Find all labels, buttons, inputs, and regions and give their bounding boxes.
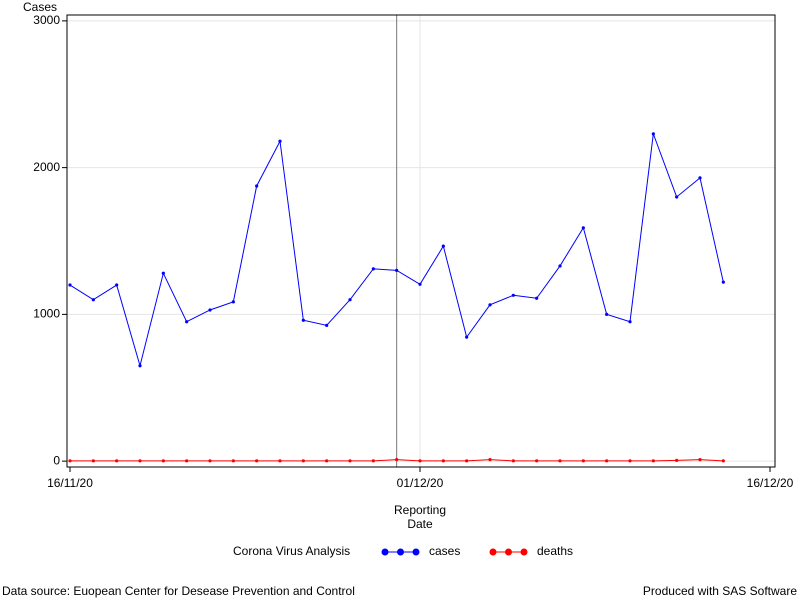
data-point: [605, 459, 609, 463]
data-point: [138, 459, 142, 463]
data-point: [721, 459, 725, 463]
x-tick-label: 16/11/20: [47, 476, 93, 490]
data-point: [395, 458, 399, 462]
y-tick-label: 0: [53, 453, 60, 467]
data-point: [581, 459, 585, 463]
data-point: [535, 296, 539, 300]
x-axis-label: Reporting: [394, 503, 446, 517]
data-point: [628, 459, 632, 463]
data-point: [68, 283, 72, 287]
data-point: [465, 335, 469, 339]
data-point: [325, 323, 329, 327]
data-point: [441, 459, 445, 463]
data-point: [255, 459, 259, 463]
data-point: [348, 298, 352, 302]
y-tick-label: 3000: [33, 13, 60, 27]
data-point: [68, 459, 72, 463]
data-point: [208, 308, 212, 312]
data-point: [605, 312, 609, 316]
data-point: [255, 184, 259, 188]
data-point: [511, 459, 515, 463]
data-point: [185, 459, 189, 463]
data-point: [161, 271, 165, 275]
legend-marker: [397, 548, 404, 556]
data-point: [161, 459, 165, 463]
legend-marker: [381, 548, 389, 556]
legend-marker: [505, 548, 512, 556]
data-point: [465, 459, 469, 463]
footnote: Produced with SAS Software: [643, 584, 797, 598]
legend-title: Corona Virus Analysis: [233, 544, 350, 558]
plot-frame: [66, 14, 776, 468]
x-tick-label: 16/12/20: [747, 476, 794, 490]
data-point: [371, 459, 375, 463]
data-point: [675, 458, 679, 462]
data-point: [441, 244, 445, 248]
data-point: [418, 459, 422, 463]
data-point: [418, 282, 422, 286]
data-point: [651, 132, 655, 136]
data-point: [278, 139, 282, 143]
data-point: [395, 268, 399, 272]
y-axis-label: Cases: [23, 0, 57, 14]
y-tick-label: 1000: [33, 307, 60, 321]
data-point: [115, 283, 119, 287]
data-point: [581, 226, 585, 230]
data-point: [698, 176, 702, 180]
data-point: [628, 320, 632, 324]
data-point: [651, 459, 655, 463]
data-point: [535, 459, 539, 463]
data-point: [488, 303, 492, 307]
data-point: [278, 459, 282, 463]
data-point: [698, 458, 702, 462]
data-point: [675, 195, 679, 199]
data-point: [91, 298, 95, 302]
data-point: [511, 293, 515, 297]
data-point: [488, 458, 492, 462]
data-point: [301, 318, 305, 322]
data-point: [558, 459, 562, 463]
x-axis-label: Date: [407, 517, 433, 531]
data-point: [325, 459, 329, 463]
legend-label: cases: [429, 544, 460, 558]
data-point: [208, 459, 212, 463]
data-point: [91, 459, 95, 463]
data-point: [301, 459, 305, 463]
data-point: [231, 459, 235, 463]
data-point: [231, 300, 235, 304]
legend-marker: [520, 548, 528, 556]
data-point: [185, 320, 189, 324]
footnote: Data source: Euopean Center for Desease …: [2, 584, 355, 598]
x-tick-label: 01/12/20: [397, 476, 444, 490]
data-point: [348, 459, 352, 463]
data-point: [115, 459, 119, 463]
data-point: [558, 264, 562, 268]
data-point: [371, 267, 375, 271]
legend-label: deaths: [537, 544, 573, 558]
y-tick-label: 2000: [33, 160, 60, 174]
data-point: [138, 364, 142, 368]
legend-marker: [412, 548, 420, 556]
legend-marker: [489, 548, 497, 556]
data-point: [721, 280, 725, 284]
